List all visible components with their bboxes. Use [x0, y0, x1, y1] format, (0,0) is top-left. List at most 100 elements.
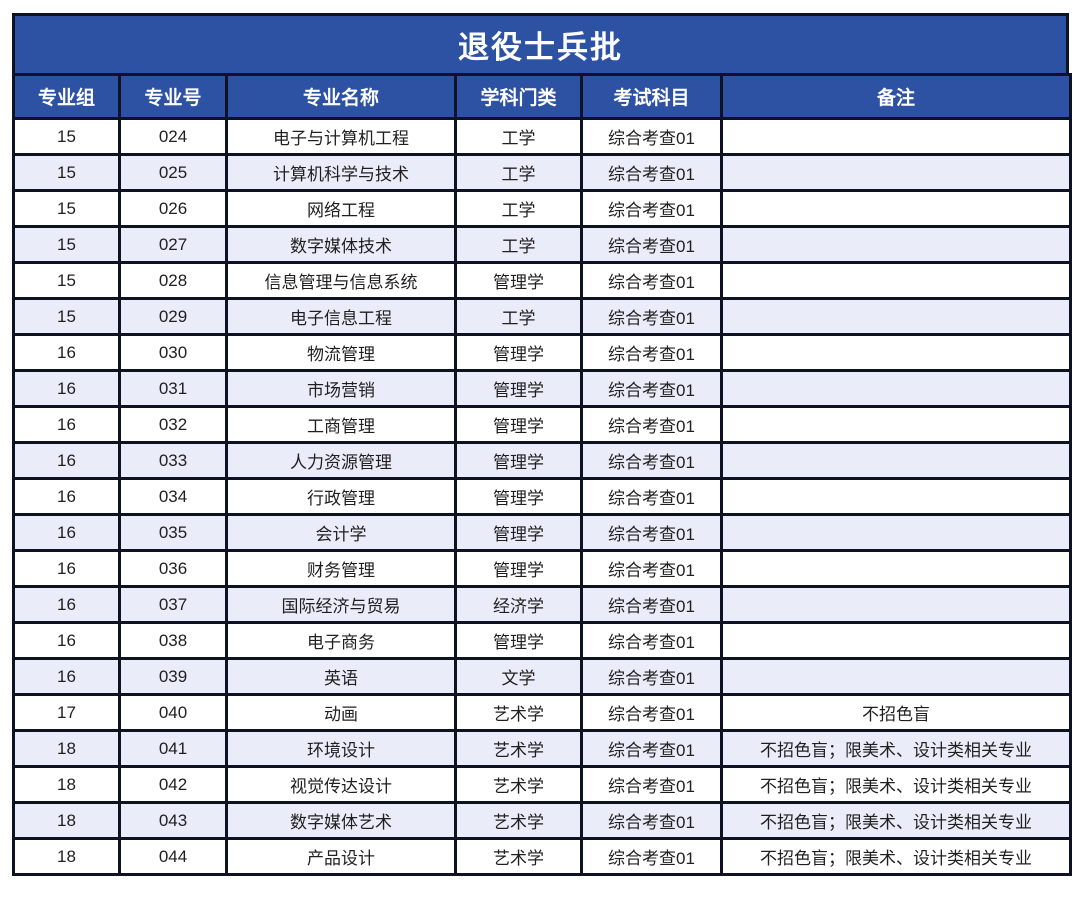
column-header-number: 专业号 — [118, 73, 228, 120]
cell-number: 037 — [118, 585, 228, 624]
cell-number: 043 — [118, 801, 228, 840]
cell-group: 15 — [12, 189, 121, 228]
cell-number: 024 — [118, 117, 228, 156]
cell-exam-subject: 综合考查01 — [580, 513, 723, 552]
cell-major-name: 财务管理 — [225, 549, 457, 588]
cell-remark — [720, 261, 1072, 300]
cell-major-name: 国际经济与贸易 — [225, 585, 457, 624]
cell-number: 042 — [118, 765, 228, 804]
cell-number: 040 — [118, 693, 228, 732]
cell-discipline: 管理学 — [454, 261, 583, 300]
cell-number: 027 — [118, 225, 228, 264]
cell-exam-subject: 综合考查01 — [580, 225, 723, 264]
cell-remark — [720, 333, 1072, 372]
cell-major-name: 英语 — [225, 657, 457, 696]
table-body: 15 024 电子与计算机工程 工学 综合考查01 15 025 计算机科学与技术 工学 综合考查… — [12, 117, 1072, 876]
cell-group: 16 — [12, 477, 121, 516]
cell-exam-subject: 综合考查01 — [580, 441, 723, 480]
cell-group: 18 — [12, 729, 121, 768]
cell-exam-subject: 综合考查01 — [580, 837, 723, 876]
cell-remark — [720, 297, 1072, 336]
cell-remark — [720, 657, 1072, 696]
cell-discipline: 工学 — [454, 117, 583, 156]
cell-remark — [720, 585, 1072, 624]
cell-discipline: 艺术学 — [454, 765, 583, 804]
table-row: 15 028 信息管理与信息系统 管理学 综合考查01 — [12, 261, 1072, 300]
cell-discipline: 工学 — [454, 297, 583, 336]
table-row: 16 031 市场营销 管理学 综合考查01 — [12, 369, 1072, 408]
cell-discipline: 文学 — [454, 657, 583, 696]
table-row: 18 042 视觉传达设计 艺术学 综合考查01 不招色盲；限美术、设计类相关专业 — [12, 765, 1072, 804]
column-header-exam-subject: 考试科目 — [580, 73, 723, 120]
cell-remark: 不招色盲；限美术、设计类相关专业 — [720, 837, 1072, 876]
table-row: 15 027 数字媒体技术 工学 综合考查01 — [12, 225, 1072, 264]
cell-number: 044 — [118, 837, 228, 876]
cell-remark — [720, 117, 1072, 156]
table-row: 16 033 人力资源管理 管理学 综合考查01 — [12, 441, 1072, 480]
cell-number: 032 — [118, 405, 228, 444]
cell-major-name: 计算机科学与技术 — [225, 153, 457, 192]
cell-remark: 不招色盲；限美术、设计类相关专业 — [720, 729, 1072, 768]
cell-exam-subject: 综合考查01 — [580, 369, 723, 408]
cell-discipline: 工学 — [454, 189, 583, 228]
cell-discipline: 管理学 — [454, 621, 583, 660]
cell-group: 18 — [12, 837, 121, 876]
cell-remark — [720, 153, 1072, 192]
table-row: 16 030 物流管理 管理学 综合考查01 — [12, 333, 1072, 372]
cell-major-name: 信息管理与信息系统 — [225, 261, 457, 300]
cell-number: 038 — [118, 621, 228, 660]
cell-discipline: 艺术学 — [454, 729, 583, 768]
cell-number: 036 — [118, 549, 228, 588]
column-header-group: 专业组 — [12, 73, 121, 120]
cell-number: 030 — [118, 333, 228, 372]
table-row: 16 038 电子商务 管理学 综合考查01 — [12, 621, 1072, 660]
table-row: 18 043 数字媒体艺术 艺术学 综合考查01 不招色盲；限美术、设计类相关专业 — [12, 801, 1072, 840]
cell-major-name: 网络工程 — [225, 189, 457, 228]
cell-major-name: 物流管理 — [225, 333, 457, 372]
cell-remark — [720, 225, 1072, 264]
cell-group: 15 — [12, 261, 121, 300]
cell-exam-subject: 综合考查01 — [580, 297, 723, 336]
cell-number: 025 — [118, 153, 228, 192]
cell-major-name: 人力资源管理 — [225, 441, 457, 480]
cell-major-name: 会计学 — [225, 513, 457, 552]
cell-group: 18 — [12, 801, 121, 840]
majors-table: 专业组 专业号 专业名称 学科门类 考试科目 备注 15 024 电子与计算机工程工… — [12, 73, 1072, 876]
cell-number: 033 — [118, 441, 228, 480]
cell-group: 16 — [12, 585, 121, 624]
cell-number: 034 — [118, 477, 228, 516]
table-row: 16 036 财务管理 管理学 综合考查01 — [12, 549, 1072, 588]
cell-exam-subject: 综合考查01 — [580, 765, 723, 804]
cell-discipline: 管理学 — [454, 549, 583, 588]
table-row: 15 025 计算机科学与技术 工学 综合考查01 — [12, 153, 1072, 192]
cell-major-name: 电子与计算机工程 — [225, 117, 457, 156]
cell-group: 16 — [12, 513, 121, 552]
header-row: 专业组 专业号 专业名称 学科门类 考试科目 备注 — [12, 73, 1072, 120]
cell-discipline: 管理学 — [454, 441, 583, 480]
cell-discipline: 工学 — [454, 225, 583, 264]
cell-discipline: 经济学 — [454, 585, 583, 624]
cell-discipline: 工学 — [454, 153, 583, 192]
cell-exam-subject: 综合考查01 — [580, 261, 723, 300]
cell-group: 16 — [12, 441, 121, 480]
batch-title-bar: 退役士兵批 — [12, 13, 1069, 73]
cell-group: 18 — [12, 765, 121, 804]
cell-major-name: 市场营销 — [225, 369, 457, 408]
cell-exam-subject: 综合考查01 — [580, 585, 723, 624]
cell-exam-subject: 综合考查01 — [580, 549, 723, 588]
cell-exam-subject: 综合考查01 — [580, 117, 723, 156]
cell-remark — [720, 189, 1072, 228]
cell-group: 16 — [12, 333, 121, 372]
cell-group: 16 — [12, 621, 121, 660]
cell-discipline: 艺术学 — [454, 693, 583, 732]
cell-exam-subject: 综合考查01 — [580, 333, 723, 372]
cell-number: 041 — [118, 729, 228, 768]
cell-remark: 不招色盲 — [720, 693, 1072, 732]
cell-number: 035 — [118, 513, 228, 552]
batch-title: 退役士兵批 — [458, 30, 623, 65]
cell-major-name: 动画 — [225, 693, 457, 732]
table-row: 17 040 动画 艺术学 综合考查01 不招色盲 — [12, 693, 1072, 732]
cell-number: 026 — [118, 189, 228, 228]
table-header: 专业组 专业号 专业名称 学科门类 考试科目 备注 — [12, 73, 1072, 120]
